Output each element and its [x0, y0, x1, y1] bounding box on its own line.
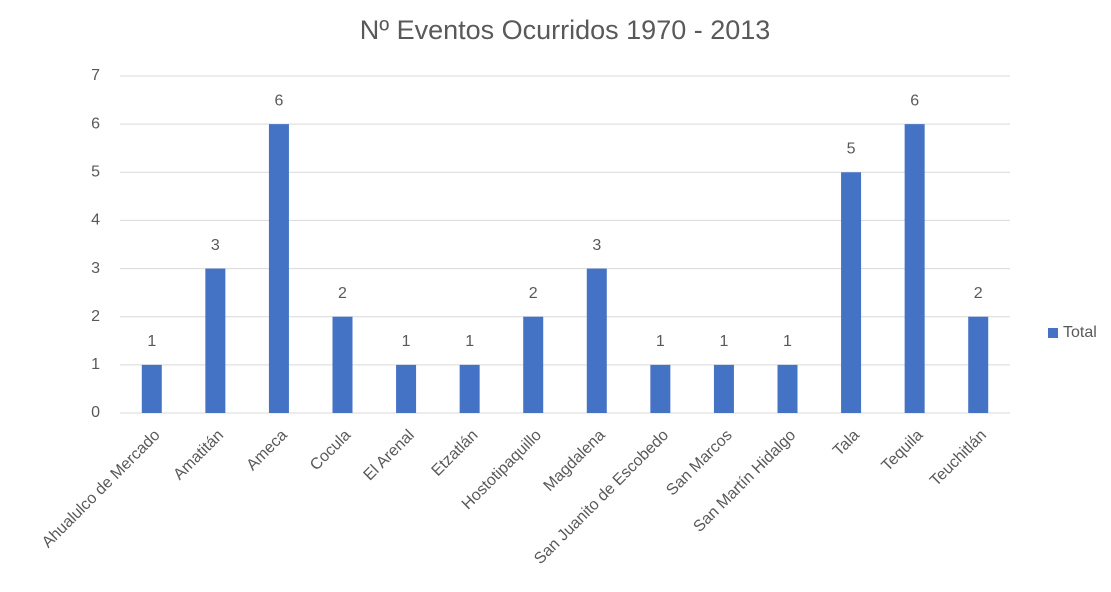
data-label: 1: [719, 333, 728, 350]
data-label: 6: [910, 92, 919, 109]
data-label: 5: [847, 141, 856, 158]
bar: [777, 364, 798, 413]
bar: [968, 316, 989, 413]
x-tick-label: El Arenal: [361, 427, 418, 484]
x-tick-label: Magdalena: [541, 427, 609, 495]
x-tick-label: Teuchitlán: [927, 427, 990, 490]
bar: [650, 364, 671, 413]
bar: [268, 124, 289, 414]
data-label: 2: [338, 285, 347, 302]
y-tick-label: 6: [91, 115, 100, 132]
chart-title: Nº Eventos Ocurridos 1970 - 2013: [360, 15, 771, 45]
y-tick-label: 2: [91, 308, 100, 325]
bar: [841, 172, 862, 413]
y-tick-label: 5: [91, 164, 100, 181]
x-tick-label: Amatitán: [171, 427, 228, 484]
data-label: 2: [974, 285, 983, 302]
x-tick-label: Tala: [830, 427, 863, 460]
data-label: 1: [147, 333, 156, 350]
data-label: 1: [402, 333, 411, 350]
data-label: 1: [656, 333, 665, 350]
x-tick-label: San Juanito de Escobedo: [531, 427, 672, 568]
bar: [396, 364, 417, 413]
y-tick-label: 3: [91, 260, 100, 277]
data-label: 3: [592, 237, 601, 254]
legend-swatch: [1048, 328, 1058, 338]
bar: [904, 124, 925, 414]
y-tick-label: 7: [91, 67, 100, 84]
bar: [523, 316, 544, 413]
bar: [586, 268, 607, 413]
bar: [141, 364, 162, 413]
bar: [713, 364, 734, 413]
data-label: 2: [529, 285, 538, 302]
data-label: 3: [211, 237, 220, 254]
bar: [332, 316, 353, 413]
x-tick-label: Ameca: [244, 427, 291, 474]
legend-label: Total: [1063, 324, 1097, 341]
data-label: 1: [465, 333, 474, 350]
bar: [205, 268, 226, 413]
data-label: 1: [783, 333, 792, 350]
bar: [459, 364, 480, 413]
x-tick-label: Etzatlán: [429, 427, 482, 480]
y-tick-label: 1: [91, 356, 100, 373]
x-tick-label: Tequila: [879, 427, 927, 475]
x-tick-label: Cocula: [307, 427, 354, 474]
y-tick-label: 0: [91, 404, 100, 421]
x-tick-label: Ahualulco de Mercado: [39, 427, 164, 552]
y-tick-label: 4: [91, 212, 100, 229]
data-label: 6: [274, 92, 283, 109]
